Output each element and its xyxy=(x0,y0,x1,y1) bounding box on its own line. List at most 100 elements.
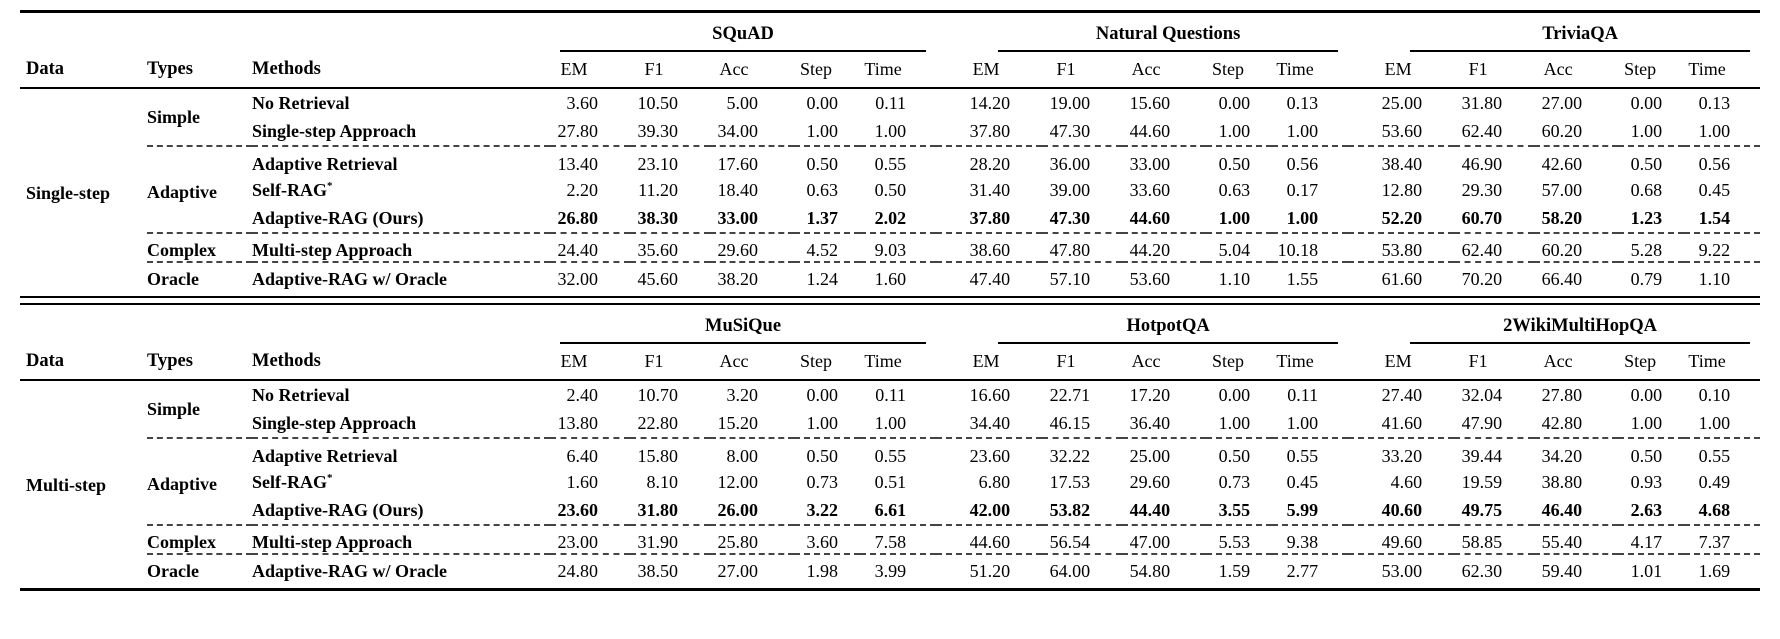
value-cell: 15.20 xyxy=(717,413,759,433)
column-header-time: Time xyxy=(1684,344,1761,381)
superscript-asterisk: * xyxy=(327,179,333,192)
value-cell: 1.98 xyxy=(794,553,860,590)
method-label: Adaptive-RAG w/ Oracle xyxy=(252,553,550,590)
value-cell: 26.00 xyxy=(717,500,759,520)
value-cell: 47.00 xyxy=(1122,524,1207,554)
dataset-group-header: TriviaQA xyxy=(1348,12,1760,52)
value-cell: 33.00 xyxy=(717,208,759,228)
table-row: Adaptive Adaptive Retrieval 13.40 23.10 17.6… xyxy=(20,145,1761,233)
column-header-acc: Acc xyxy=(710,344,794,381)
method-label: Single-step Approach xyxy=(252,413,417,433)
value-cell: 45.60 xyxy=(630,261,710,297)
value-cell: 66.40 xyxy=(1534,261,1619,297)
value-cell: 0.50 xyxy=(794,437,860,467)
value-cell: 47.80 xyxy=(1042,232,1123,262)
value-cell: 1.24 xyxy=(794,261,860,297)
results-table-single-step: SQuAD Natural Questions TriviaQA Data Types M… xyxy=(20,10,1761,298)
dataset-group-header: 2WikiMultiHopQA xyxy=(1348,304,1760,344)
value-cell: 2.02 xyxy=(874,208,907,228)
value-cell: 0.79 xyxy=(1618,261,1685,297)
value-cell: 40.60 xyxy=(1381,500,1423,520)
value-cell: 38.30 xyxy=(637,208,679,228)
value-cell: 27.80 xyxy=(557,121,599,141)
value-cell: 47.40 xyxy=(936,261,1043,297)
value-cell: 1.54 xyxy=(1698,208,1731,228)
value-cell: 0.45 xyxy=(1286,471,1319,492)
value-cell: 14.20 xyxy=(969,93,1011,113)
value-cell: 53.60 xyxy=(1381,121,1423,141)
value-cell: 1.00 xyxy=(1698,413,1731,433)
column-header-em: EM xyxy=(550,344,630,381)
value-cell: 39.00 xyxy=(1049,179,1091,200)
value-cell: 23.00 xyxy=(550,524,630,554)
value-cell: 1.10 xyxy=(1684,261,1761,297)
value-cell: 41.60 xyxy=(1381,413,1423,433)
value-cell: 0.11 xyxy=(875,93,907,113)
method-label-text: Self-RAG xyxy=(252,471,327,492)
corner-blank xyxy=(20,12,550,53)
value-cell: 25.00 xyxy=(1381,93,1423,113)
column-header-types: Types xyxy=(147,344,252,381)
value-cell: 6.80 xyxy=(978,471,1011,492)
value-cell: 0.10 xyxy=(1698,385,1731,405)
value-cell: 1.00 xyxy=(874,121,907,141)
value-cell: 57.10 xyxy=(1042,261,1123,297)
value-cell: 1.00 xyxy=(1286,208,1319,228)
value-cell: 17.60 xyxy=(710,145,794,175)
value-cell: 27.00 xyxy=(710,553,794,590)
value-cell: 59.40 xyxy=(1534,553,1619,590)
value-cell: 44.20 xyxy=(1122,232,1207,262)
column-header-time: Time xyxy=(1684,52,1761,89)
value-cell: 1.00 xyxy=(1218,121,1251,141)
value-cell: 9.38 xyxy=(1272,524,1349,554)
value-cell: 0.55 xyxy=(860,145,937,175)
value-cell: 0.50 xyxy=(1206,145,1273,175)
value-cell: 2.77 xyxy=(1272,553,1349,590)
value-cell: 37.80 xyxy=(969,121,1011,141)
value-cell: 34.00 xyxy=(717,121,759,141)
value-cell: 39.30 xyxy=(637,121,679,141)
value-cell: 62.30 xyxy=(1454,553,1535,590)
value-cell: 1.37 xyxy=(806,208,839,228)
value-cell: 1.60 xyxy=(860,261,937,297)
type-label: Simple xyxy=(147,399,201,419)
type-label: Oracle xyxy=(147,553,252,590)
value-cell: 49.60 xyxy=(1348,524,1455,554)
value-cell: 23.60 xyxy=(557,500,599,520)
value-cell: 0.50 xyxy=(874,179,907,200)
value-cell: 4.52 xyxy=(794,232,860,262)
value-cell: 32.04 xyxy=(1461,385,1503,405)
value-cell: 2.63 xyxy=(1630,500,1663,520)
dataset-name: 2WikiMultiHopQA xyxy=(1503,316,1657,336)
value-cell: 0.55 xyxy=(860,437,937,467)
table-row: Adaptive-RAG (Ours) 23.60 31.80 26.00 3.22 6.… xyxy=(20,496,1760,525)
column-header-time: Time xyxy=(1272,344,1349,381)
column-header-acc: Acc xyxy=(1534,52,1619,89)
value-cell: 33.20 xyxy=(1348,437,1455,467)
value-cell: 2.20 xyxy=(566,179,599,200)
column-header-f1: F1 xyxy=(1454,344,1535,381)
value-cell: 10.50 xyxy=(637,93,679,113)
data-category-label: Multi-step xyxy=(26,474,106,495)
value-cell: 53.00 xyxy=(1348,553,1455,590)
value-cell: 4.68 xyxy=(1698,500,1731,520)
value-cell: 0.50 xyxy=(1618,145,1685,175)
value-cell: 58.85 xyxy=(1454,524,1535,554)
data-category-label: Single-step xyxy=(26,182,111,203)
value-cell: 22.71 xyxy=(1049,385,1091,405)
dataset-name: SQuAD xyxy=(712,24,774,44)
value-cell: 25.80 xyxy=(710,524,794,554)
type-label: Adaptive xyxy=(147,437,252,525)
table-row: Complex Multi-step Approach 23.00 31.90 25.8… xyxy=(20,524,1761,554)
value-cell: 1.00 xyxy=(874,413,907,433)
value-cell: 0.55 xyxy=(1684,437,1761,467)
value-cell: 5.53 xyxy=(1206,524,1273,554)
column-header-time: Time xyxy=(1272,52,1349,89)
value-cell: 44.60 xyxy=(1129,121,1171,141)
value-cell: 31.90 xyxy=(630,524,710,554)
type-label: Adaptive xyxy=(147,145,252,233)
column-header-step: Step xyxy=(794,344,860,381)
method-label-text: Self-RAG xyxy=(252,179,327,200)
value-cell: 44.60 xyxy=(1129,208,1171,228)
value-cell: 32.22 xyxy=(1042,437,1123,467)
